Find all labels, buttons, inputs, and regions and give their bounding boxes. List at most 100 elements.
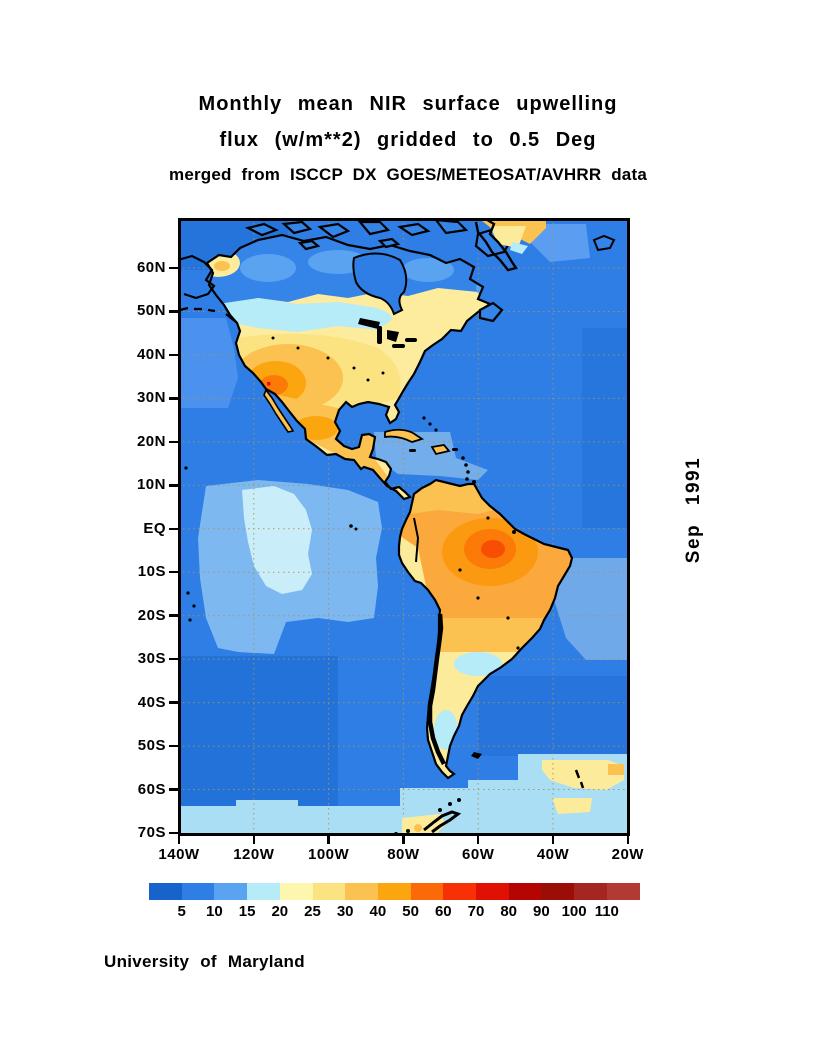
colorbar-swatch xyxy=(508,883,543,900)
colorbar-swatch xyxy=(345,883,379,900)
antarctic-peninsula xyxy=(394,798,462,836)
colorbar-swatch xyxy=(476,883,510,900)
lat-tick-mark xyxy=(169,831,178,835)
lat-tick-mark xyxy=(169,440,178,444)
colorbar-value: 70 xyxy=(467,903,485,920)
colorbar-swatch xyxy=(214,883,248,900)
colorbar-swatch xyxy=(574,883,608,900)
colorbar-value: 100 xyxy=(561,903,587,920)
colorbar-value: 110 xyxy=(594,903,619,920)
lat-tick-label: 60S xyxy=(137,780,166,798)
lon-tick-label: 140W xyxy=(158,846,200,863)
lat-tick-label: 10N xyxy=(136,476,166,494)
lon-tick-mark xyxy=(177,836,181,844)
colorbar-value: 50 xyxy=(402,903,419,920)
lat-tick-mark xyxy=(169,397,178,400)
falkland-islands xyxy=(471,752,482,759)
hudson-bay xyxy=(352,252,408,316)
colorbar-swatch xyxy=(312,883,346,900)
colorbar-value: 40 xyxy=(369,903,387,920)
lon-tick-label: 80W xyxy=(387,846,420,863)
colorbar-swatch xyxy=(410,883,445,900)
lat-tick-mark xyxy=(169,744,178,748)
colorbar-value: 80 xyxy=(500,903,518,920)
colorbar-value: 10 xyxy=(206,903,223,920)
colorbar-value: 90 xyxy=(533,903,550,920)
map-frame xyxy=(178,218,630,836)
colorbar-value: 60 xyxy=(434,903,452,920)
southern-ocean-band xyxy=(178,754,630,836)
colorbar-swatch xyxy=(377,883,412,900)
cuba xyxy=(384,428,425,443)
colorbar-value: 30 xyxy=(336,903,354,920)
title-line-2: flux (w/m**2) gridded to 0.5 Deg xyxy=(219,129,597,151)
flux-map-canvas xyxy=(178,218,630,836)
colorbar-value: 25 xyxy=(304,903,321,920)
alaska-coast xyxy=(178,254,237,323)
lon-tick-label: 120W xyxy=(233,846,275,863)
lon-tick-mark xyxy=(327,836,330,844)
colorbar-swatch xyxy=(181,883,216,900)
greenland xyxy=(474,218,616,272)
lat-tick-label: 50S xyxy=(137,737,166,755)
lat-tick-label: 40S xyxy=(137,693,166,711)
title-line-1: Monthly mean NIR surface upwelling xyxy=(198,93,618,115)
lon-tick-mark xyxy=(551,836,555,844)
lat-tick-mark xyxy=(169,788,178,791)
lat-tick-mark xyxy=(169,484,178,487)
hispaniola xyxy=(430,444,451,456)
south-atlantic-patch xyxy=(542,760,624,814)
lat-tick-label: 50N xyxy=(136,302,166,320)
andes xyxy=(427,613,447,766)
lat-tick-label: 40N xyxy=(136,345,166,363)
plot-title: Monthly mean NIR surface upwelling flux … xyxy=(0,86,816,191)
lat-tick-mark xyxy=(169,614,178,617)
na-coastline xyxy=(205,233,493,501)
lat-tick-mark xyxy=(169,701,178,704)
lat-tick-label: 10S xyxy=(137,563,166,581)
lon-tick-mark xyxy=(402,836,405,844)
lon-tick-label: 20W xyxy=(611,846,644,863)
date-label: Sep 1991 xyxy=(683,456,704,564)
great-lakes xyxy=(358,318,417,348)
colorbar-value: 20 xyxy=(271,903,289,920)
pacific-islands xyxy=(184,466,196,622)
galapagos xyxy=(349,524,353,528)
colorbar-swatch xyxy=(606,883,641,900)
lat-tick-label: 30S xyxy=(137,650,166,668)
lat-tick-label: 60N xyxy=(136,259,166,276)
lat-tick-label: 30N xyxy=(136,389,166,407)
colorbar-value: 15 xyxy=(238,903,256,920)
lat-tick-label: 20S xyxy=(137,606,166,624)
us-southwest-hotspot xyxy=(267,382,271,386)
colorbar-swatch xyxy=(279,883,314,900)
lat-tick-label: 70S xyxy=(137,823,166,841)
iceland xyxy=(592,234,616,252)
caribbean-islands xyxy=(384,416,476,484)
lat-tick-label: 20N xyxy=(136,432,166,450)
lat-tick-mark xyxy=(169,310,178,313)
lon-tick-label: 100W xyxy=(308,846,350,863)
lon-tick-label: 60W xyxy=(462,846,495,863)
baja-california xyxy=(263,388,295,433)
colorbar-swatch xyxy=(443,883,477,900)
lat-tick-label: EQ xyxy=(143,519,166,537)
lat-tick-mark xyxy=(169,570,178,574)
lon-tick-mark xyxy=(476,836,480,844)
lon-tick-mark xyxy=(626,836,630,844)
lat-tick-mark xyxy=(169,266,178,270)
lon-tick-mark xyxy=(252,836,256,844)
credit-label: University of Maryland xyxy=(104,952,305,971)
colorbar-swatch xyxy=(149,883,183,900)
colorbar-swatch xyxy=(247,883,281,900)
lon-tick-label: 40W xyxy=(536,846,570,863)
title-line-3: merged from ISCCP DX GOES/METEOSAT/AVHRR… xyxy=(169,165,647,184)
colorbar-swatch xyxy=(541,883,575,900)
flux-map xyxy=(178,218,630,836)
colorbar-value: 5 xyxy=(177,903,186,920)
sa-coastline xyxy=(397,478,574,780)
lat-tick-mark xyxy=(169,527,178,530)
lat-tick-mark xyxy=(169,657,178,661)
lat-tick-mark xyxy=(169,353,178,357)
